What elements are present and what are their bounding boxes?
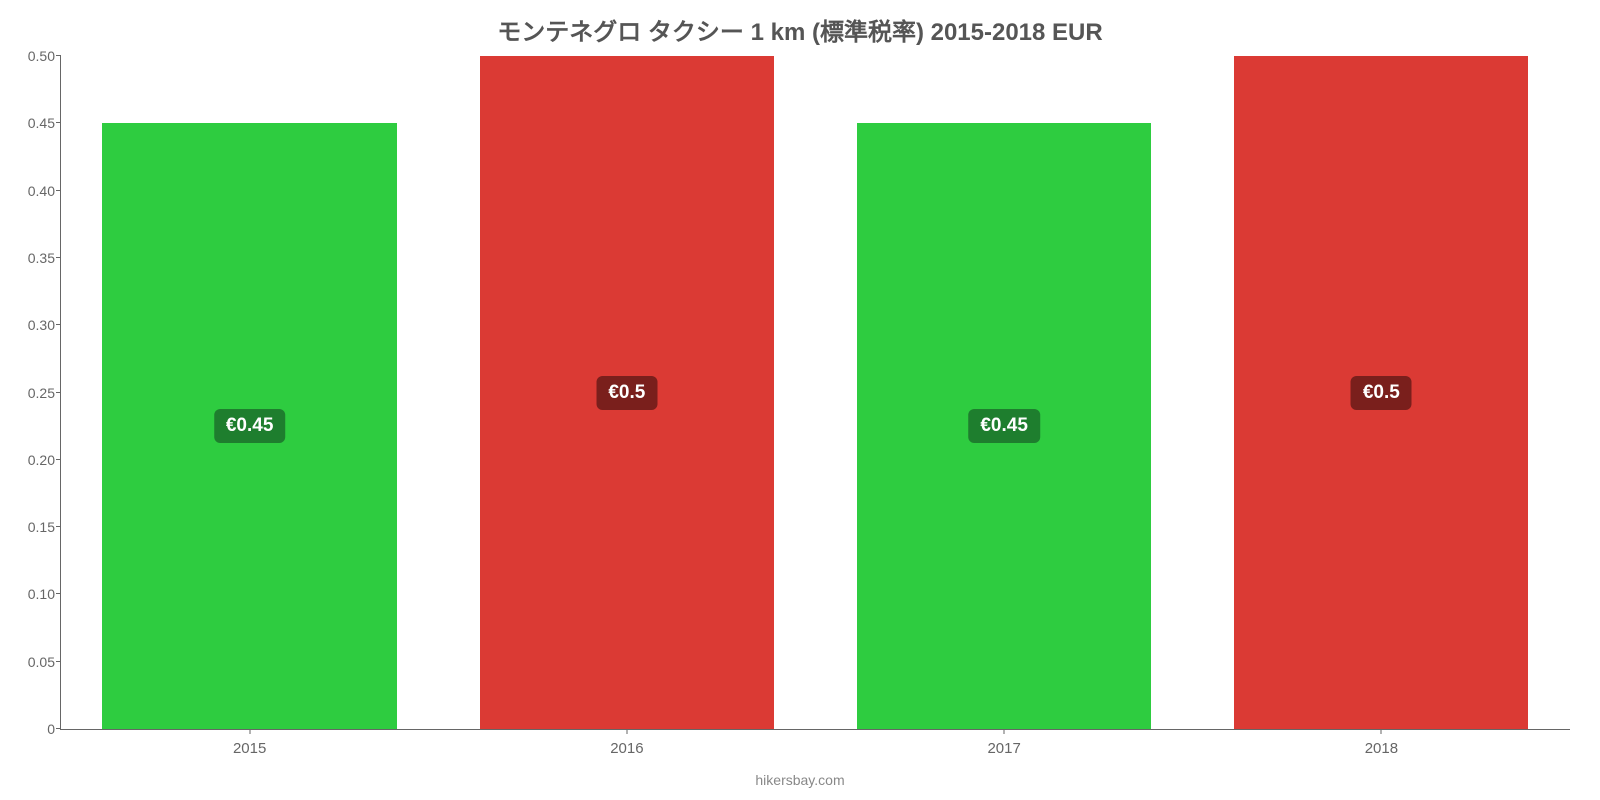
y-tick-label: 0 (13, 721, 55, 737)
x-tick-mark (1004, 729, 1005, 734)
y-tick-mark (56, 661, 61, 662)
bar-value-label: €0.45 (968, 409, 1040, 443)
x-tick-mark (626, 729, 627, 734)
bar: €0.5 (1234, 56, 1528, 729)
y-tick-mark (56, 526, 61, 527)
y-tick-label: 0.10 (13, 586, 55, 602)
y-tick-label: 0.40 (13, 183, 55, 199)
y-tick-mark (56, 324, 61, 325)
attribution-text: hikersbay.com (0, 772, 1600, 788)
y-tick-label: 0.25 (13, 385, 55, 401)
bar-value-label: €0.45 (214, 409, 286, 443)
y-tick-mark (56, 190, 61, 191)
y-tick-mark (56, 593, 61, 594)
bar-value-label: €0.5 (596, 376, 657, 410)
x-tick-mark (249, 729, 250, 734)
x-tick-mark (1381, 729, 1382, 734)
y-tick-mark (56, 728, 61, 729)
y-tick-mark (56, 122, 61, 123)
y-tick-mark (56, 459, 61, 460)
x-tick-label: 2016 (610, 740, 643, 757)
y-tick-label: 0.50 (13, 48, 55, 64)
y-tick-label: 0.35 (13, 250, 55, 266)
bar: €0.45 (102, 123, 396, 729)
bar-chart: モンテネグロ タクシー 1 km (標準税率) 2015-2018 EUR 00… (0, 0, 1600, 800)
y-tick-label: 0.30 (13, 317, 55, 333)
y-tick-label: 0.20 (13, 452, 55, 468)
plot-area: 00.050.100.150.200.250.300.350.400.450.5… (60, 56, 1570, 730)
y-tick-mark (56, 257, 61, 258)
x-tick-label: 2017 (987, 740, 1020, 757)
y-tick-mark (56, 55, 61, 56)
bar: €0.45 (857, 123, 1151, 729)
x-tick-label: 2015 (233, 740, 266, 757)
y-tick-mark (56, 392, 61, 393)
chart-title: モンテネグロ タクシー 1 km (標準税率) 2015-2018 EUR (0, 12, 1600, 47)
bar-value-label: €0.5 (1351, 376, 1412, 410)
bar: €0.5 (480, 56, 774, 729)
y-tick-label: 0.05 (13, 654, 55, 670)
y-tick-label: 0.45 (13, 115, 55, 131)
y-tick-label: 0.15 (13, 519, 55, 535)
x-tick-label: 2018 (1365, 740, 1398, 757)
